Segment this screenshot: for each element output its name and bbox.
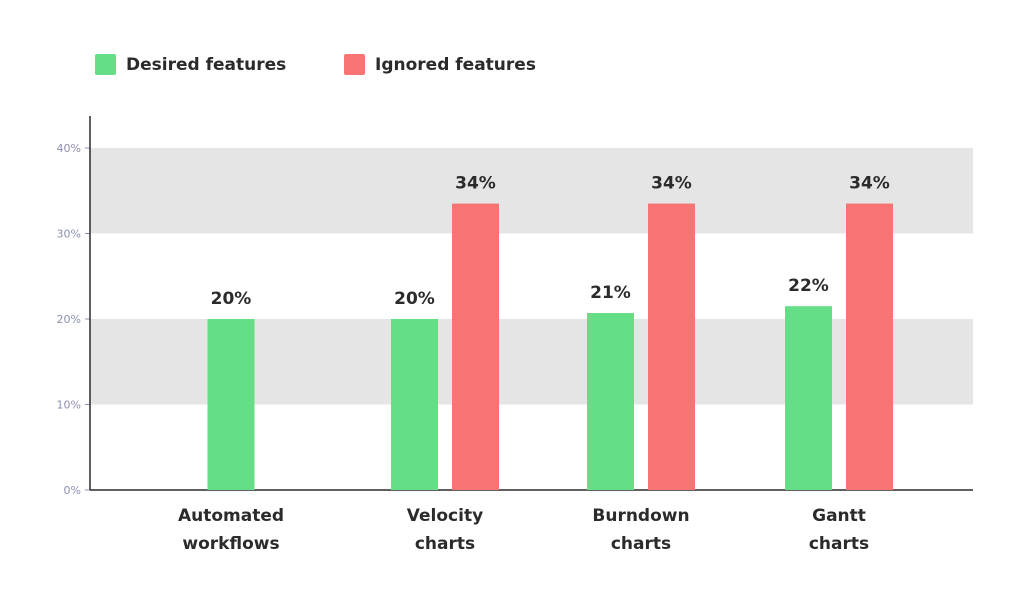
bar-desired	[207, 319, 255, 490]
band-1	[90, 148, 973, 234]
data-label-desired: 21%	[590, 283, 631, 303]
x-tick-label-line: charts	[611, 534, 671, 554]
x-tick-label-line: Automated	[178, 506, 284, 526]
x-tick-label: Automated workflows	[178, 506, 284, 554]
y-tick-label: 20%	[57, 313, 81, 326]
legend-item-ignored: Ignored features	[344, 54, 536, 75]
bar-ignored	[452, 203, 499, 490]
data-label-desired: 20%	[394, 289, 435, 309]
x-tick-label-line: Gantt	[812, 506, 866, 526]
data-label-desired: 22%	[788, 276, 829, 296]
bar-ignored	[846, 203, 893, 490]
bar-desired	[391, 319, 438, 490]
x-tick-label: Burndown charts	[592, 506, 689, 554]
bar-desired	[587, 313, 634, 490]
y-tick-label: 10%	[57, 399, 81, 412]
x-tick-label: Velocity charts	[407, 506, 483, 554]
bar-desired	[785, 306, 832, 490]
x-tick-label-line: charts	[809, 534, 869, 554]
legend-label-ignored: Ignored features	[375, 54, 536, 75]
legend-label-desired: Desired features	[126, 54, 287, 75]
legend-swatch-ignored	[344, 54, 365, 75]
x-tick-label-line: Velocity	[407, 506, 483, 526]
data-label-ignored: 34%	[849, 174, 890, 194]
x-tick-label: Gantt charts	[809, 506, 869, 554]
y-tick-label: 40%	[57, 142, 81, 155]
data-label-ignored: 34%	[651, 174, 692, 194]
y-tick-label: 0%	[64, 484, 81, 497]
legend-item-desired: Desired features	[95, 54, 286, 75]
x-tick-label-line: charts	[415, 534, 475, 554]
data-label-desired: 20%	[211, 289, 252, 309]
x-tick-label-line: Burndown	[592, 506, 689, 526]
legend-swatch-desired	[95, 54, 116, 75]
y-tick-label: 30%	[57, 228, 81, 241]
x-tick-label-line: workflows	[182, 534, 279, 554]
data-label-ignored: 34%	[455, 174, 496, 194]
bar-ignored	[648, 203, 695, 490]
